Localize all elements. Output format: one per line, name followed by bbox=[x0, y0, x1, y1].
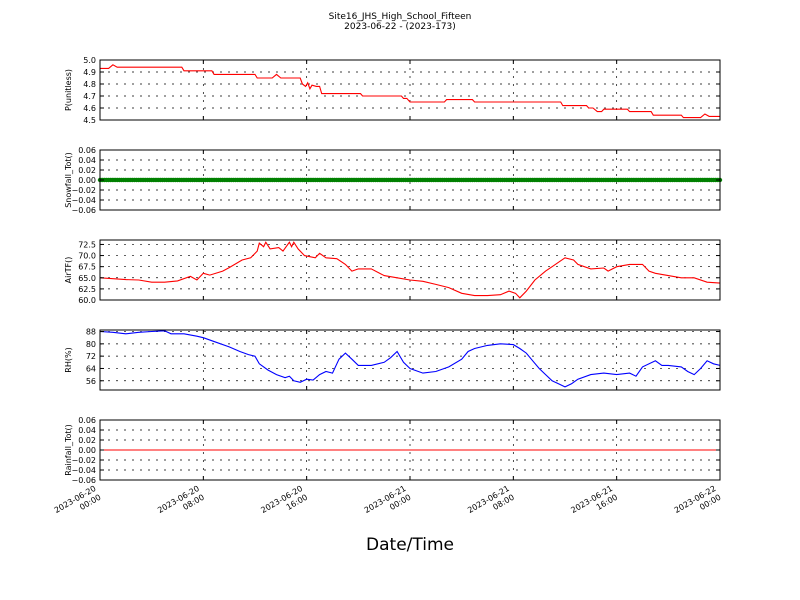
y-tick-label: 88 bbox=[86, 328, 96, 337]
panel-rainfall: 0.060.040.020.00−0.02−0.04−0.06Rainfall_… bbox=[64, 416, 721, 485]
panel-rh: 56 64 72 80 88 RH(%) bbox=[64, 328, 721, 391]
y-tick-label: −0.02 bbox=[71, 456, 96, 465]
y-tick-label: 0.00 bbox=[78, 176, 96, 185]
y-tick-label: 4.8 bbox=[83, 80, 96, 89]
y-tick-label: 0.02 bbox=[78, 436, 96, 445]
y-tick-label: 80 bbox=[86, 340, 96, 349]
y-tick-label: 64 bbox=[86, 364, 96, 373]
y-tick-label: 56 bbox=[86, 377, 96, 386]
y-tick-label: 60.0 bbox=[78, 296, 96, 305]
y-tick-label: 4.7 bbox=[83, 92, 96, 101]
y-tick-label: 4.9 bbox=[83, 68, 96, 77]
panel-snowfall: 0.060.040.020.00−0.02−0.04−0.06Snowfall_… bbox=[64, 146, 723, 215]
series-line bbox=[99, 241, 721, 299]
series-line bbox=[99, 330, 721, 388]
y-tick-label: 4.6 bbox=[83, 104, 96, 113]
y-tick-label: −0.06 bbox=[71, 476, 96, 485]
series-line bbox=[100, 64, 720, 119]
y-axis-label: Snowfall_Tot() bbox=[64, 152, 73, 208]
y-axis-label: RH(%) bbox=[64, 347, 73, 372]
y-tick-label: 70.0 bbox=[78, 252, 96, 261]
y-tick-label: 0.04 bbox=[78, 426, 96, 435]
y-tick-label: 0.02 bbox=[78, 166, 96, 175]
y-tick-label: −0.02 bbox=[71, 186, 96, 195]
y-axis-label: Rainfall_Tot() bbox=[64, 424, 73, 476]
y-tick-label: −0.04 bbox=[71, 196, 96, 205]
y-tick-label: −0.04 bbox=[71, 466, 96, 475]
panels: 4.54.64.74.84.95.0P(unitless)0.060.040.0… bbox=[64, 56, 723, 485]
y-tick-label: 5.0 bbox=[83, 56, 96, 65]
chart-title: Site16_JHS_High_School_Fifteen bbox=[329, 12, 472, 22]
y-tick-label: 67.5 bbox=[78, 263, 96, 272]
y-tick-label: 0.00 bbox=[78, 446, 96, 455]
y-tick-label: 72 bbox=[86, 352, 96, 361]
y-tick-label: 0.06 bbox=[78, 416, 96, 425]
panel-pressure: 4.5 4.6 4.7 4.8 4.9 5.0 P(unitless) bbox=[64, 56, 721, 125]
y-tick-label: 62.5 bbox=[78, 285, 96, 294]
y-tick-label: 0.06 bbox=[78, 146, 96, 155]
y-tick-label: 65.0 bbox=[78, 274, 96, 283]
x-axis-label: Date/Time bbox=[366, 535, 454, 555]
y-tick-label: 0.04 bbox=[78, 156, 96, 165]
y-tick-label: 72.5 bbox=[78, 240, 96, 249]
y-tick-label: −0.06 bbox=[71, 206, 96, 215]
panel-air-temp: 60.0 62.5 65.0 67.5 70.0 72.5 AirTF() bbox=[64, 239, 721, 305]
y-tick-label: 4.5 bbox=[83, 116, 96, 125]
y-axis-label: AirTF() bbox=[64, 257, 73, 284]
chart-subtitle: 2023-06-22 - (2023-173) bbox=[344, 22, 456, 32]
y-axis-label: P(unitless) bbox=[64, 69, 73, 111]
